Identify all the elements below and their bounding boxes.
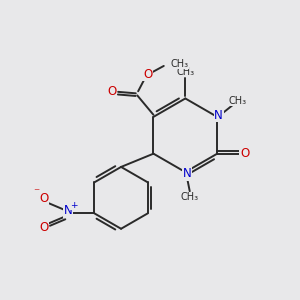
Text: CH₃: CH₃: [176, 67, 194, 77]
Text: N: N: [182, 167, 191, 180]
Text: O: O: [40, 192, 49, 206]
Text: N: N: [214, 109, 223, 122]
Text: O: O: [240, 147, 249, 160]
Text: O: O: [40, 221, 49, 234]
Text: CH₃: CH₃: [181, 192, 199, 202]
Text: CH₃: CH₃: [170, 59, 189, 69]
Text: ⁻: ⁻: [33, 186, 39, 199]
Text: N: N: [63, 205, 72, 218]
Text: CH₃: CH₃: [229, 96, 247, 106]
Text: O: O: [143, 68, 152, 81]
Text: O: O: [107, 85, 116, 98]
Text: +: +: [70, 201, 78, 210]
